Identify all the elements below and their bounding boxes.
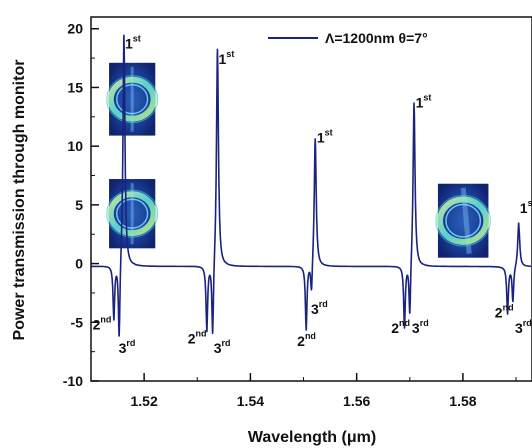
- inset-layer: [106, 62, 491, 258]
- x-tick-label: 1.52: [131, 393, 158, 409]
- inset-mode-ring: [107, 191, 157, 237]
- order-annotation: 2nd: [188, 328, 207, 346]
- order-annotation: 1st: [125, 34, 141, 52]
- order-annotation: 3rd: [214, 338, 231, 356]
- mode-profile-inset-2: [106, 179, 159, 249]
- order-annotation: 1st: [317, 128, 333, 146]
- inset-mode-ring: [107, 76, 157, 122]
- inset-mode-ring: [436, 196, 490, 245]
- y-axis-title: Power transmission through monitor: [11, 60, 28, 341]
- inset-inner-ring: [116, 198, 149, 229]
- order-annotation: 2nd: [391, 318, 410, 336]
- inset-outer-ring: [106, 189, 159, 238]
- y-tick-label: 15: [67, 79, 83, 95]
- y-tick-label: 20: [67, 21, 83, 37]
- y-tick-label: -5: [71, 314, 84, 330]
- plot-frame: [90, 16, 532, 382]
- mode-profile-inset-3: [435, 183, 491, 258]
- legend: Λ=1200nm θ=7°: [268, 30, 428, 46]
- y-tick-label: -10: [63, 373, 83, 389]
- inset-outer-ring: [435, 194, 491, 247]
- y-tick-label: 5: [75, 197, 83, 213]
- order-annotation: 1st: [416, 92, 432, 110]
- order-annotation: 3rd: [119, 338, 136, 356]
- order-annotation: 3rd: [515, 318, 532, 336]
- inset-inner-ring: [445, 203, 482, 238]
- legend-label: Λ=1200nm θ=7°: [325, 30, 428, 46]
- x-axis-title: Wavelength (μm): [248, 429, 376, 446]
- x-tick-label: 1.54: [237, 393, 264, 409]
- order-annotation: 1st: [520, 198, 532, 216]
- order-annotation: 3rd: [311, 299, 328, 317]
- y-tick-label: 10: [67, 138, 83, 154]
- x-axis-ticks: 1.52 1.54 1.56 1.58: [90, 373, 517, 409]
- order-annotation: 3rd: [412, 318, 429, 336]
- inset-inner-ring: [116, 84, 149, 115]
- mode-profile-inset-1: [106, 62, 159, 136]
- y-axis-ticks: 20 15 10 5 0 -5 -10: [63, 21, 99, 389]
- order-annotation: 2nd: [495, 303, 514, 321]
- series-line: [91, 34, 532, 337]
- inset-outer-ring: [106, 75, 159, 124]
- x-tick-label: 1.56: [343, 393, 370, 409]
- annotation-layer: 1st1st1st1st1st2nd3rd2nd3rd2nd3rd2nd3rd2…: [93, 34, 532, 356]
- order-annotation: 2nd: [93, 314, 112, 332]
- order-annotation: 1st: [219, 49, 235, 67]
- order-annotation: 2nd: [297, 331, 316, 349]
- x-tick-label: 1.58: [449, 393, 476, 409]
- y-tick-label: 0: [75, 256, 83, 272]
